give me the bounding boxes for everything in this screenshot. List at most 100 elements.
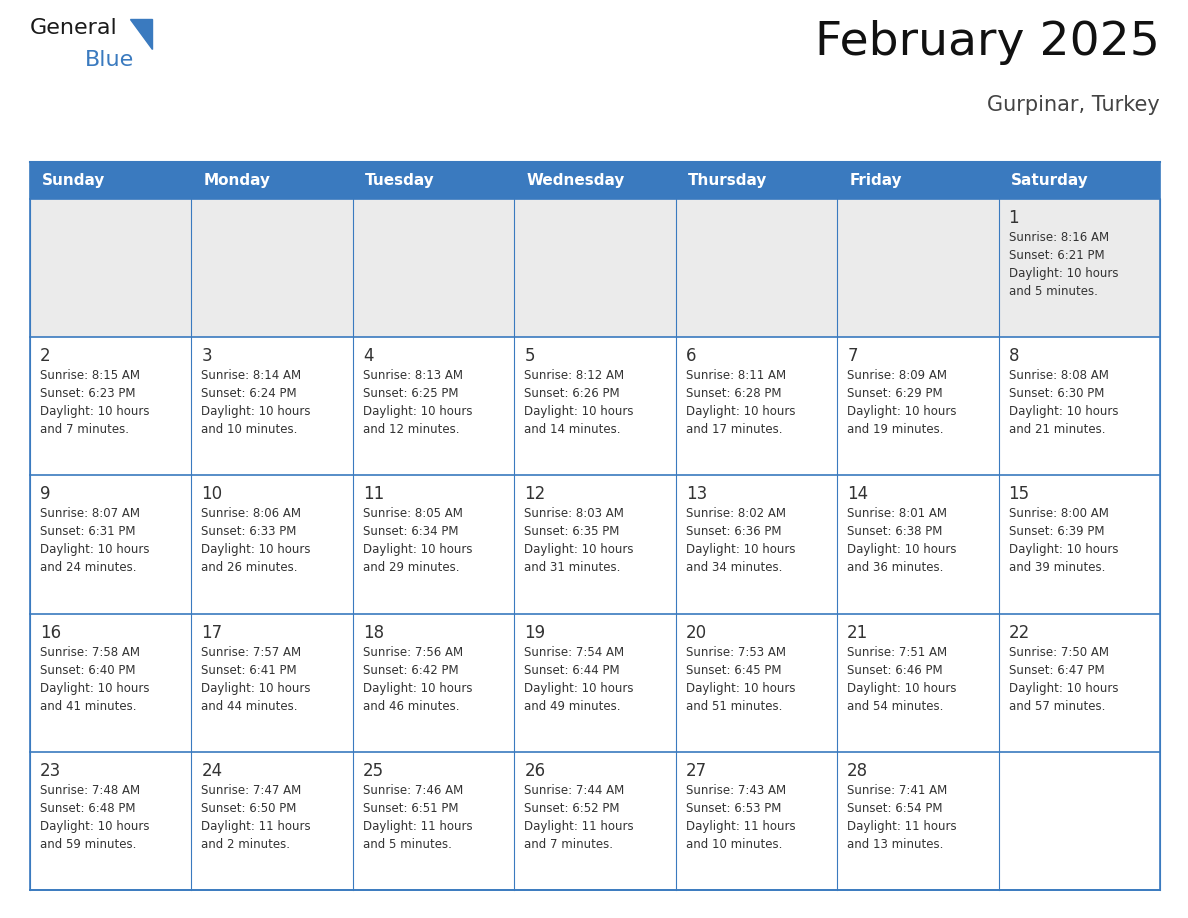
Bar (30, 337, 191, 476)
Text: 19: 19 (524, 623, 545, 642)
Bar (514, 613, 676, 752)
Text: 27: 27 (685, 762, 707, 779)
Bar (191, 752, 353, 890)
Text: Friday: Friday (849, 173, 902, 188)
Bar (191, 162, 353, 199)
Bar (838, 162, 999, 199)
Bar (676, 613, 838, 752)
Text: 17: 17 (202, 623, 222, 642)
Text: Sunrise: 8:05 AM
Sunset: 6:34 PM
Daylight: 10 hours
and 29 minutes.: Sunrise: 8:05 AM Sunset: 6:34 PM Dayligh… (362, 508, 473, 575)
Bar (838, 752, 999, 890)
Text: 22: 22 (1009, 623, 1030, 642)
Text: February 2025: February 2025 (815, 20, 1159, 65)
Bar (30, 613, 191, 752)
Text: Sunrise: 8:08 AM
Sunset: 6:30 PM
Daylight: 10 hours
and 21 minutes.: Sunrise: 8:08 AM Sunset: 6:30 PM Dayligh… (1009, 369, 1118, 436)
Text: Sunrise: 8:13 AM
Sunset: 6:25 PM
Daylight: 10 hours
and 12 minutes.: Sunrise: 8:13 AM Sunset: 6:25 PM Dayligh… (362, 369, 473, 436)
Bar (353, 476, 514, 613)
Text: 21: 21 (847, 623, 868, 642)
Text: 20: 20 (685, 623, 707, 642)
Text: Sunrise: 8:14 AM
Sunset: 6:24 PM
Daylight: 10 hours
and 10 minutes.: Sunrise: 8:14 AM Sunset: 6:24 PM Dayligh… (202, 369, 311, 436)
Text: Sunrise: 7:43 AM
Sunset: 6:53 PM
Daylight: 11 hours
and 10 minutes.: Sunrise: 7:43 AM Sunset: 6:53 PM Dayligh… (685, 784, 795, 851)
Bar (676, 162, 838, 199)
Text: Sunrise: 8:16 AM
Sunset: 6:21 PM
Daylight: 10 hours
and 5 minutes.: Sunrise: 8:16 AM Sunset: 6:21 PM Dayligh… (1009, 231, 1118, 298)
Text: 1: 1 (1009, 209, 1019, 227)
Text: Saturday: Saturday (1011, 173, 1088, 188)
Text: 7: 7 (847, 347, 858, 365)
Text: Sunrise: 7:58 AM
Sunset: 6:40 PM
Daylight: 10 hours
and 41 minutes.: Sunrise: 7:58 AM Sunset: 6:40 PM Dayligh… (40, 645, 150, 712)
Bar (838, 337, 999, 476)
Text: Gurpinar, Turkey: Gurpinar, Turkey (987, 95, 1159, 115)
Text: Sunrise: 7:46 AM
Sunset: 6:51 PM
Daylight: 11 hours
and 5 minutes.: Sunrise: 7:46 AM Sunset: 6:51 PM Dayligh… (362, 784, 473, 851)
Bar (30, 199, 191, 337)
Text: Sunrise: 7:47 AM
Sunset: 6:50 PM
Daylight: 11 hours
and 2 minutes.: Sunrise: 7:47 AM Sunset: 6:50 PM Dayligh… (202, 784, 311, 851)
Bar (30, 476, 191, 613)
Text: 6: 6 (685, 347, 696, 365)
Text: Sunrise: 7:44 AM
Sunset: 6:52 PM
Daylight: 11 hours
and 7 minutes.: Sunrise: 7:44 AM Sunset: 6:52 PM Dayligh… (524, 784, 634, 851)
Text: 16: 16 (40, 623, 61, 642)
Text: 11: 11 (362, 486, 384, 503)
Text: Sunrise: 7:48 AM
Sunset: 6:48 PM
Daylight: 10 hours
and 59 minutes.: Sunrise: 7:48 AM Sunset: 6:48 PM Dayligh… (40, 784, 150, 851)
Text: 26: 26 (524, 762, 545, 779)
Text: Sunrise: 7:51 AM
Sunset: 6:46 PM
Daylight: 10 hours
and 54 minutes.: Sunrise: 7:51 AM Sunset: 6:46 PM Dayligh… (847, 645, 956, 712)
Text: Sunrise: 7:50 AM
Sunset: 6:47 PM
Daylight: 10 hours
and 57 minutes.: Sunrise: 7:50 AM Sunset: 6:47 PM Dayligh… (1009, 645, 1118, 712)
Bar (676, 337, 838, 476)
Text: Sunday: Sunday (42, 173, 106, 188)
Text: 10: 10 (202, 486, 222, 503)
Bar (838, 476, 999, 613)
Text: Sunrise: 7:53 AM
Sunset: 6:45 PM
Daylight: 10 hours
and 51 minutes.: Sunrise: 7:53 AM Sunset: 6:45 PM Dayligh… (685, 645, 795, 712)
Text: Wednesday: Wednesday (526, 173, 625, 188)
Text: 3: 3 (202, 347, 211, 365)
Text: Thursday: Thursday (688, 173, 767, 188)
Bar (999, 476, 1159, 613)
Text: Sunrise: 7:56 AM
Sunset: 6:42 PM
Daylight: 10 hours
and 46 minutes.: Sunrise: 7:56 AM Sunset: 6:42 PM Dayligh… (362, 645, 473, 712)
Text: 2: 2 (40, 347, 51, 365)
Text: 13: 13 (685, 486, 707, 503)
Bar (30, 752, 191, 890)
Text: Monday: Monday (203, 173, 271, 188)
Bar (999, 752, 1159, 890)
Text: Sunrise: 7:41 AM
Sunset: 6:54 PM
Daylight: 11 hours
and 13 minutes.: Sunrise: 7:41 AM Sunset: 6:54 PM Dayligh… (847, 784, 956, 851)
Text: 28: 28 (847, 762, 868, 779)
Bar (514, 337, 676, 476)
Text: 24: 24 (202, 762, 222, 779)
Text: 15: 15 (1009, 486, 1030, 503)
Bar (838, 199, 999, 337)
Text: Tuesday: Tuesday (365, 173, 435, 188)
Text: Sunrise: 8:09 AM
Sunset: 6:29 PM
Daylight: 10 hours
and 19 minutes.: Sunrise: 8:09 AM Sunset: 6:29 PM Dayligh… (847, 369, 956, 436)
Text: 14: 14 (847, 486, 868, 503)
Text: 18: 18 (362, 623, 384, 642)
Text: Sunrise: 8:12 AM
Sunset: 6:26 PM
Daylight: 10 hours
and 14 minutes.: Sunrise: 8:12 AM Sunset: 6:26 PM Dayligh… (524, 369, 633, 436)
Bar (514, 752, 676, 890)
Text: 9: 9 (40, 486, 51, 503)
Text: 23: 23 (40, 762, 62, 779)
Text: Blue: Blue (86, 50, 134, 70)
Text: Sunrise: 7:57 AM
Sunset: 6:41 PM
Daylight: 10 hours
and 44 minutes.: Sunrise: 7:57 AM Sunset: 6:41 PM Dayligh… (202, 645, 311, 712)
Text: 8: 8 (1009, 347, 1019, 365)
Text: 12: 12 (524, 486, 545, 503)
Bar (676, 476, 838, 613)
Bar (353, 199, 514, 337)
Text: Sunrise: 8:06 AM
Sunset: 6:33 PM
Daylight: 10 hours
and 26 minutes.: Sunrise: 8:06 AM Sunset: 6:33 PM Dayligh… (202, 508, 311, 575)
Bar (999, 162, 1159, 199)
Bar (514, 199, 676, 337)
Bar (30, 162, 191, 199)
Bar (191, 199, 353, 337)
Bar (353, 752, 514, 890)
Bar (191, 476, 353, 613)
Text: 4: 4 (362, 347, 373, 365)
Text: 5: 5 (524, 347, 535, 365)
Text: Sunrise: 8:03 AM
Sunset: 6:35 PM
Daylight: 10 hours
and 31 minutes.: Sunrise: 8:03 AM Sunset: 6:35 PM Dayligh… (524, 508, 633, 575)
Text: General: General (30, 18, 118, 38)
Bar (353, 337, 514, 476)
Text: Sunrise: 8:00 AM
Sunset: 6:39 PM
Daylight: 10 hours
and 39 minutes.: Sunrise: 8:00 AM Sunset: 6:39 PM Dayligh… (1009, 508, 1118, 575)
Bar (353, 613, 514, 752)
Text: Sunrise: 7:54 AM
Sunset: 6:44 PM
Daylight: 10 hours
and 49 minutes.: Sunrise: 7:54 AM Sunset: 6:44 PM Dayligh… (524, 645, 633, 712)
Bar (191, 613, 353, 752)
Text: Sunrise: 8:01 AM
Sunset: 6:38 PM
Daylight: 10 hours
and 36 minutes.: Sunrise: 8:01 AM Sunset: 6:38 PM Dayligh… (847, 508, 956, 575)
Text: Sunrise: 8:07 AM
Sunset: 6:31 PM
Daylight: 10 hours
and 24 minutes.: Sunrise: 8:07 AM Sunset: 6:31 PM Dayligh… (40, 508, 150, 575)
Bar (191, 337, 353, 476)
Bar (676, 199, 838, 337)
Bar (838, 613, 999, 752)
Bar (514, 162, 676, 199)
Bar (353, 162, 514, 199)
